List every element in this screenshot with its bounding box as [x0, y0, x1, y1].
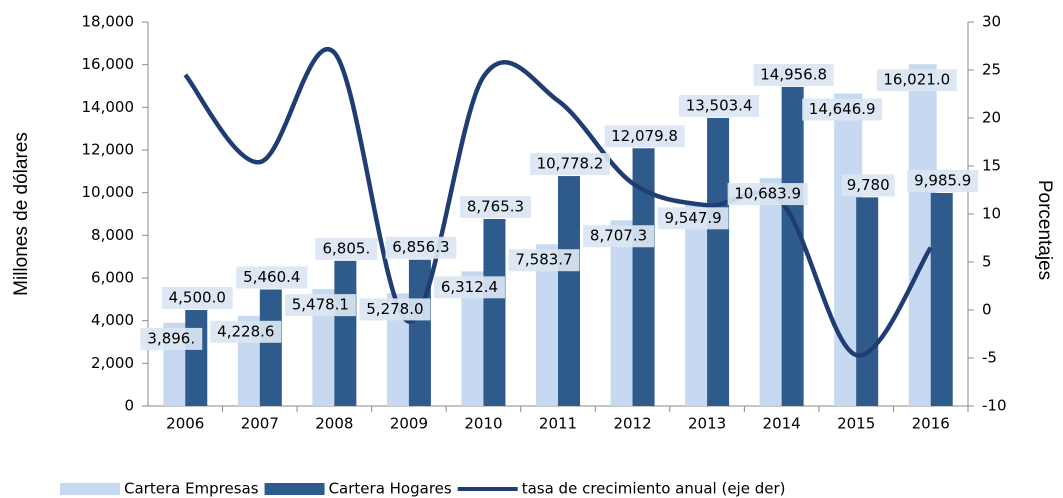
y2-tick-label: 20	[982, 109, 1001, 127]
y2-tick-label: -5	[982, 349, 997, 367]
bar	[185, 310, 208, 406]
value-label: 4,228.6	[217, 322, 274, 340]
legend-label: Cartera Hogares	[329, 480, 452, 498]
x-tick-label: 2013	[688, 415, 726, 433]
y-tick-label: 10,000	[82, 183, 135, 201]
value-label-box	[508, 249, 580, 272]
x-tick-label: 2007	[241, 415, 279, 433]
value-label: 12,079.8	[611, 127, 678, 145]
x-tick-label: 2009	[390, 415, 428, 433]
value-label-box	[433, 276, 505, 299]
value-label-box	[753, 63, 834, 86]
bar	[558, 176, 580, 406]
y2-tick-label: -10	[982, 397, 1007, 415]
legend-swatch	[264, 483, 325, 495]
value-label: 10,683.9	[734, 185, 801, 203]
value-label: 6,856.3	[392, 238, 449, 256]
x-tick-label: 2012	[613, 415, 651, 433]
value-label-box	[315, 237, 378, 260]
value-label-box	[679, 94, 760, 117]
value-label-box	[236, 266, 308, 289]
growth-line	[183, 47, 933, 358]
x-tick-label: 2011	[539, 415, 577, 433]
value-label-box	[657, 207, 729, 230]
bar	[632, 148, 655, 406]
y-axis-title: Millones de dólares	[11, 132, 32, 296]
x-tick-label: 2010	[464, 415, 502, 433]
bar	[259, 289, 282, 406]
y-tick-label: 0	[124, 397, 134, 415]
value-label-box	[876, 69, 957, 92]
y2-axis-title: Porcentajes	[1034, 180, 1055, 280]
x-tick-label: 2006	[166, 415, 204, 433]
legend-label: tasa de crecimiento anual (eje der)	[522, 480, 786, 498]
value-label-box	[841, 174, 895, 197]
value-label: 13,503.4	[686, 96, 753, 114]
value-label: 16,021.0	[883, 71, 950, 89]
value-label-box	[140, 327, 203, 350]
value-label: 5,278.0	[366, 300, 423, 318]
value-label: 9,985.9	[914, 171, 971, 189]
x-tick-label: 2016	[912, 415, 950, 433]
legend-swatch	[60, 483, 120, 495]
value-label: 7,583.7	[515, 251, 572, 269]
value-label-box	[802, 98, 883, 121]
value-label: 9,547.9	[664, 209, 721, 227]
bar	[408, 259, 431, 406]
value-label-box	[604, 125, 685, 148]
x-tick-label: 2008	[315, 415, 353, 433]
value-label-box	[210, 320, 282, 343]
y-tick-label: 16,000	[82, 55, 135, 73]
value-label-box	[284, 294, 356, 317]
value-label: 4,500.0	[169, 289, 226, 307]
bar	[707, 117, 730, 407]
value-label: 14,956.8	[760, 65, 827, 83]
value-label: 8,707.3	[590, 227, 647, 245]
y2-tick-label: 5	[982, 253, 992, 271]
value-label: 3,896.	[147, 329, 195, 347]
value-label-box	[530, 153, 610, 176]
y-tick-label: 12,000	[82, 141, 135, 159]
y-tick-label: 18,000	[82, 13, 135, 31]
y-tick-label: 6,000	[91, 269, 134, 287]
value-label-box	[583, 225, 655, 248]
y-tick-label: 8,000	[91, 226, 134, 244]
bar	[781, 86, 804, 406]
y-tick-label: 4,000	[91, 311, 134, 329]
value-label: 9,780	[847, 176, 890, 194]
bar	[483, 219, 506, 406]
value-label-box	[385, 236, 457, 259]
value-label-box	[359, 298, 431, 321]
bar	[334, 260, 357, 406]
value-label-box	[727, 183, 808, 206]
bar	[856, 197, 879, 406]
y-tick-label: 2,000	[91, 354, 134, 372]
value-label-box	[907, 169, 979, 192]
value-label-box	[161, 287, 233, 309]
x-tick-label: 2015	[837, 415, 875, 433]
value-label: 8,765.3	[467, 198, 524, 216]
y2-tick-label: 30	[982, 13, 1001, 31]
y2-tick-label: 25	[982, 61, 1001, 79]
value-label: 14,646.9	[809, 100, 876, 118]
value-label: 6,312.4	[441, 278, 498, 296]
value-label-box	[459, 196, 531, 219]
value-label: 5,478.1	[292, 296, 349, 314]
bar	[930, 192, 953, 406]
value-label: 10,778.2	[537, 155, 604, 173]
y-tick-label: 14,000	[82, 98, 135, 116]
x-tick-label: 2014	[763, 415, 801, 433]
y2-tick-label: 10	[982, 205, 1001, 223]
value-label: 6,805.	[323, 239, 371, 257]
legend-label: Cartera Empresas	[124, 480, 259, 498]
value-label: 5,460.4	[243, 268, 300, 286]
y2-tick-label: 15	[982, 157, 1001, 175]
y2-tick-label: 0	[982, 301, 992, 319]
